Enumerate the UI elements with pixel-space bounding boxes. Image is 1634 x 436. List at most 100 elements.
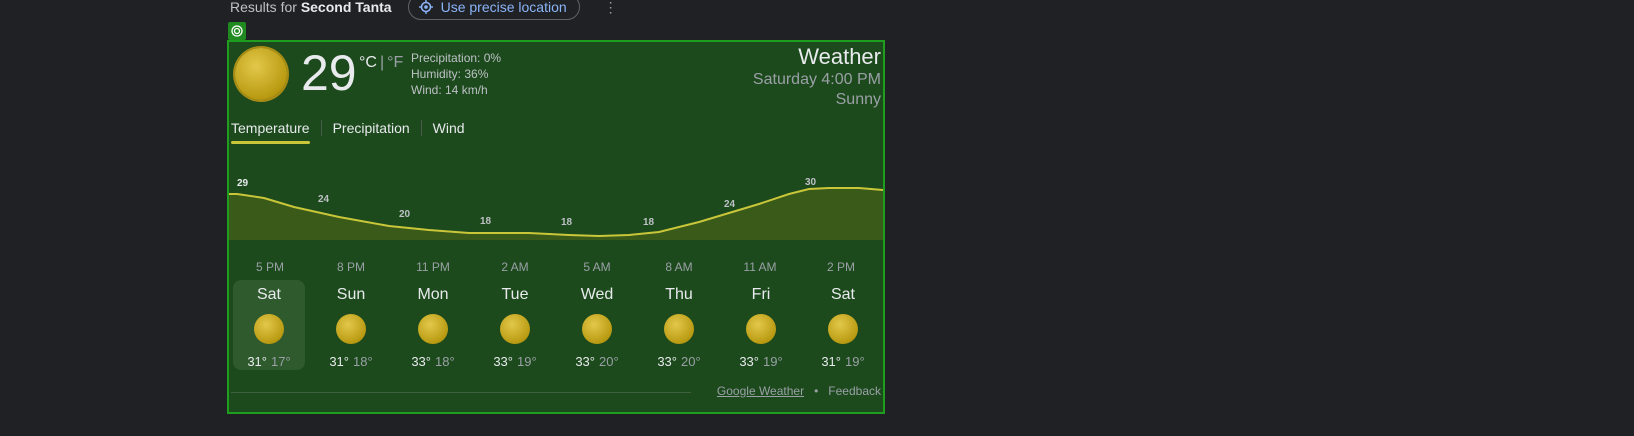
sunny-icon <box>336 314 366 344</box>
card-footer: Google Weather • Feedback <box>717 384 881 398</box>
tab-temperature[interactable]: Temperature <box>231 120 310 144</box>
temperature-graph: 29 24 20 18 18 18 24 30 <box>229 177 883 240</box>
precipitation-text: Precipitation: 0% <box>411 51 502 65</box>
day-name: Wed <box>580 286 614 303</box>
day-name: Sat <box>256 286 281 303</box>
hour-label: 2 PM <box>826 260 855 274</box>
hourly-temp-label: 18 <box>561 217 573 228</box>
hour-label: 2 AM <box>501 260 529 274</box>
hourly-temp-label: 18 <box>480 216 492 227</box>
sunny-icon <box>746 314 776 344</box>
hourly-temp-label: 18 <box>643 217 655 228</box>
footer-divider <box>231 392 691 393</box>
day-forecast[interactable]: Wed 33° 20° <box>561 280 633 370</box>
day-name: Sat <box>830 286 855 303</box>
high-temp: 31° <box>821 354 841 369</box>
hour-label: 8 AM <box>665 260 693 274</box>
day-temps: 33° 20° <box>643 354 715 369</box>
unit-toggle: °C | °F <box>359 54 403 72</box>
sunny-icon <box>664 314 694 344</box>
high-temp: 33° <box>739 354 759 369</box>
fahrenheit-toggle[interactable]: °F <box>387 54 404 71</box>
day-forecast[interactable]: Sat 31° 19° <box>807 280 879 370</box>
low-temp: 20° <box>681 354 701 369</box>
location-name: Second Tanta <box>300 0 392 15</box>
hourly-temp-label: 30 <box>805 177 817 188</box>
hour-label: 5 PM <box>255 260 284 274</box>
day-name: Mon <box>417 286 449 303</box>
hourly-temp-label: 24 <box>318 194 330 205</box>
weather-time: Saturday 4:00 PM <box>752 71 881 88</box>
sunny-icon <box>254 314 284 344</box>
more-options-icon[interactable]: ⋮ <box>603 0 618 15</box>
tab-wind[interactable]: Wind <box>432 120 465 136</box>
sunny-icon <box>582 314 612 344</box>
sunny-icon <box>418 314 448 344</box>
high-temp: 33° <box>575 354 595 369</box>
high-temp: 33° <box>657 354 677 369</box>
day-name: Sun <box>336 286 366 303</box>
day-temps: 33° 19° <box>725 354 797 369</box>
sunny-icon <box>828 314 858 344</box>
results-prefix: Results for <box>230 0 297 15</box>
day-forecast[interactable]: Thu 33° 20° <box>643 280 715 370</box>
high-temp: 31° <box>247 354 267 369</box>
weather-title: Weather <box>798 44 881 69</box>
low-temp: 18° <box>435 354 455 369</box>
location-target-icon <box>418 0 433 14</box>
tab-precipitation[interactable]: Precipitation <box>332 120 410 136</box>
results-text: Results for Second Tanta <box>230 0 392 15</box>
celsius-toggle[interactable]: °C <box>359 54 377 71</box>
day-name: Tue <box>501 286 529 303</box>
day-temps: 33° 20° <box>561 354 633 369</box>
day-temps: 31° 19° <box>807 354 879 369</box>
target-badge-icon <box>228 22 246 40</box>
high-temp: 33° <box>411 354 431 369</box>
weather-tabs: Temperature Precipitation Wind <box>231 120 465 144</box>
hour-label: 8 PM <box>336 260 365 274</box>
day-name: Fri <box>751 286 771 303</box>
day-forecast[interactable]: Sat 31° 17° <box>233 280 305 370</box>
results-bar: Results for Second Tanta Use precise loc… <box>230 0 618 20</box>
weather-card: 29 °C | °F Precipitation: 0% Humidity: 3… <box>227 40 885 414</box>
footer-dot: • <box>814 384 819 398</box>
weather-summary: Weather Saturday 4:00 PM Sunny <box>753 44 881 110</box>
day-forecast[interactable]: Mon 33° 18° <box>397 280 469 370</box>
day-forecast[interactable]: Sun 31° 18° <box>315 280 387 370</box>
weather-details: Precipitation: 0% Humidity: 36% Wind: 14… <box>411 50 501 98</box>
use-precise-location-button[interactable]: Use precise location <box>407 0 580 20</box>
sunny-icon <box>500 314 530 344</box>
low-temp: 19° <box>845 354 865 369</box>
unit-separator: | <box>379 54 385 71</box>
temperature-line <box>229 187 883 238</box>
day-name: Thu <box>665 286 693 303</box>
day-temps: 33° 19° <box>479 354 551 369</box>
day-forecast[interactable]: Fri 33° 19° <box>725 280 797 370</box>
low-temp: 18° <box>353 354 373 369</box>
weather-condition: Sunny <box>835 91 881 108</box>
wind-text: Wind: 14 km/h <box>411 83 488 97</box>
hour-label: 11 AM <box>743 260 777 274</box>
low-temp: 17° <box>271 354 291 369</box>
tab-divider <box>320 120 322 136</box>
high-temp: 33° <box>493 354 513 369</box>
precise-location-label: Use precise location <box>440 0 567 15</box>
day-temps: 33° 18° <box>397 354 469 369</box>
low-temp: 20° <box>599 354 619 369</box>
hour-label: 11 PM <box>416 260 450 274</box>
tab-divider <box>420 120 422 136</box>
hour-label: 5 AM <box>583 260 611 274</box>
low-temp: 19° <box>763 354 783 369</box>
current-temperature: 29 <box>301 45 357 101</box>
day-forecast[interactable]: Tue 33° 19° <box>479 280 551 370</box>
feedback-link[interactable]: Feedback <box>828 384 881 398</box>
day-temps: 31° 18° <box>315 354 387 369</box>
google-weather-link[interactable]: Google Weather <box>716 384 805 398</box>
low-temp: 19° <box>517 354 537 369</box>
day-temps: 31° 17° <box>233 354 305 369</box>
high-temp: 31° <box>329 354 349 369</box>
sunny-icon <box>235 48 287 100</box>
humidity-text: Humidity: 36% <box>411 67 489 81</box>
hourly-temp-label: 20 <box>399 209 411 220</box>
hourly-temp-label: 24 <box>724 199 736 210</box>
